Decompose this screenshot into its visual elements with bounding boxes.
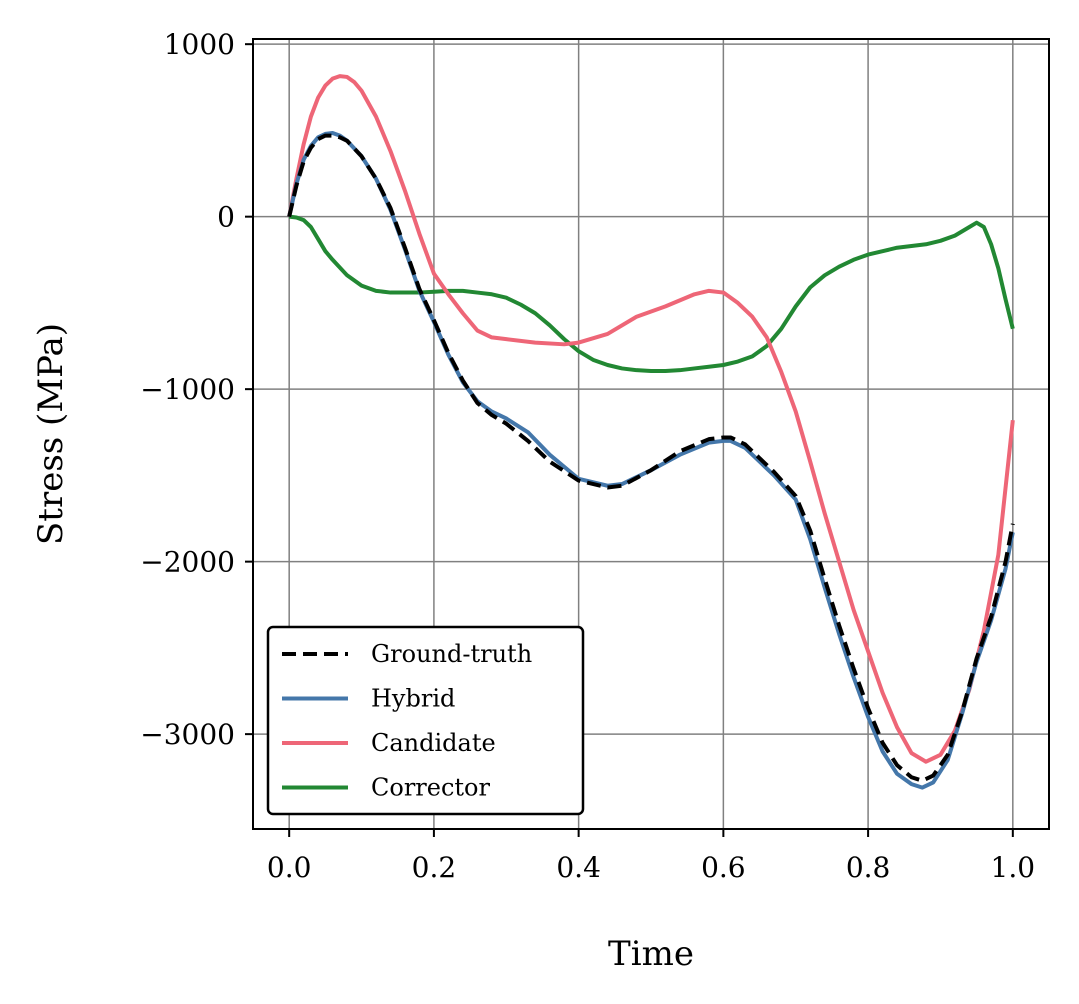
- y-tick-label: −1000: [140, 373, 235, 406]
- x-tick-label: 0.0: [267, 851, 312, 884]
- x-tick-label: 0.6: [701, 851, 746, 884]
- series-line-candidate: [287, 74, 1015, 764]
- series-line-corrector: [288, 214, 1015, 374]
- legend-label: Hybrid: [371, 685, 455, 713]
- legend-label: Ground-truth: [371, 640, 532, 668]
- legend-label: Candidate: [371, 729, 496, 757]
- y-tick-label: −2000: [140, 546, 235, 579]
- y-tick-label: 1000: [164, 28, 235, 61]
- legend-box: [266, 625, 585, 816]
- ticks: 0.0 0.2 0.4 0.6 0.8 1.0 1000 0 −1000 −2000 −3000: [140, 28, 1035, 884]
- legend: Ground-truth Hybrid Candidate Corrector: [266, 625, 585, 816]
- x-tick-label: 1.0: [991, 851, 1036, 884]
- y-tick-label: −3000: [140, 718, 235, 751]
- x-tick-label: 0.2: [412, 851, 457, 884]
- series-lines: [287, 74, 1015, 790]
- x-tick-label: 0.4: [556, 851, 601, 884]
- x-axis-title: Time: [608, 934, 694, 974]
- series-line-ground-truth: [287, 133, 1015, 783]
- y-axis-title: Stress (MPa): [31, 323, 71, 545]
- plot-frame: [252, 38, 1050, 830]
- legend-label: Corrector: [371, 774, 490, 802]
- y-tick-label: 0: [217, 201, 235, 234]
- x-tick-label: 0.8: [846, 851, 891, 884]
